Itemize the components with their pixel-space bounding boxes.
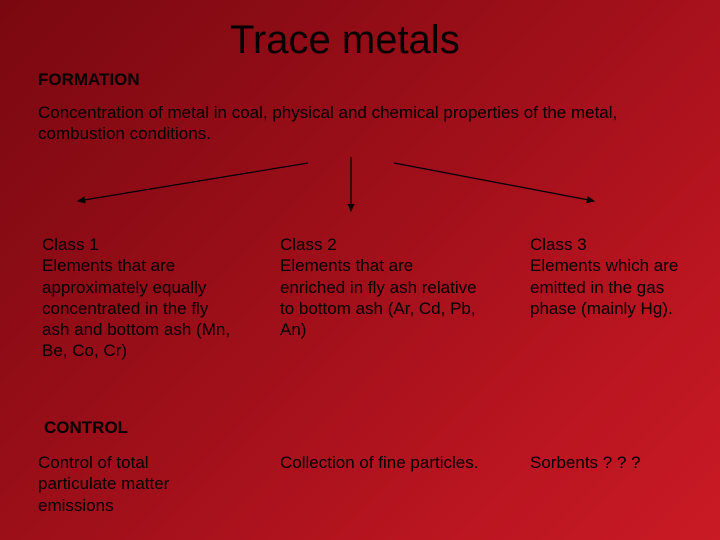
formation-text: Concentration of metal in coal, physical… — [38, 102, 660, 145]
slide: Trace metals FORMATION Concentration of … — [0, 0, 720, 540]
class-1-body: Elements that are approximately equally … — [42, 255, 232, 361]
control-3-text: Sorbents ? ? ? — [530, 452, 720, 473]
control-heading: CONTROL — [44, 418, 128, 438]
class-2-body: Elements that are enriched in fly ash re… — [280, 255, 480, 340]
slide-title: Trace metals — [230, 18, 460, 63]
control-1-text: Control of total particulate matter emis… — [38, 452, 228, 516]
control-2-text: Collection of fine particles. — [280, 452, 480, 473]
class-1-block: Class 1 Elements that are approximately … — [42, 234, 232, 362]
class-2-title: Class 2 — [280, 234, 480, 255]
class-3-title: Class 3 — [530, 234, 700, 255]
branch-arrows — [0, 155, 720, 235]
class-3-body: Elements which are emitted in the gas ph… — [530, 255, 700, 319]
class-2-block: Class 2 Elements that are enriched in fl… — [280, 234, 480, 340]
formation-heading: FORMATION — [38, 70, 140, 90]
class-1-title: Class 1 — [42, 234, 232, 255]
class-3-block: Class 3 Elements which are emitted in th… — [530, 234, 700, 319]
